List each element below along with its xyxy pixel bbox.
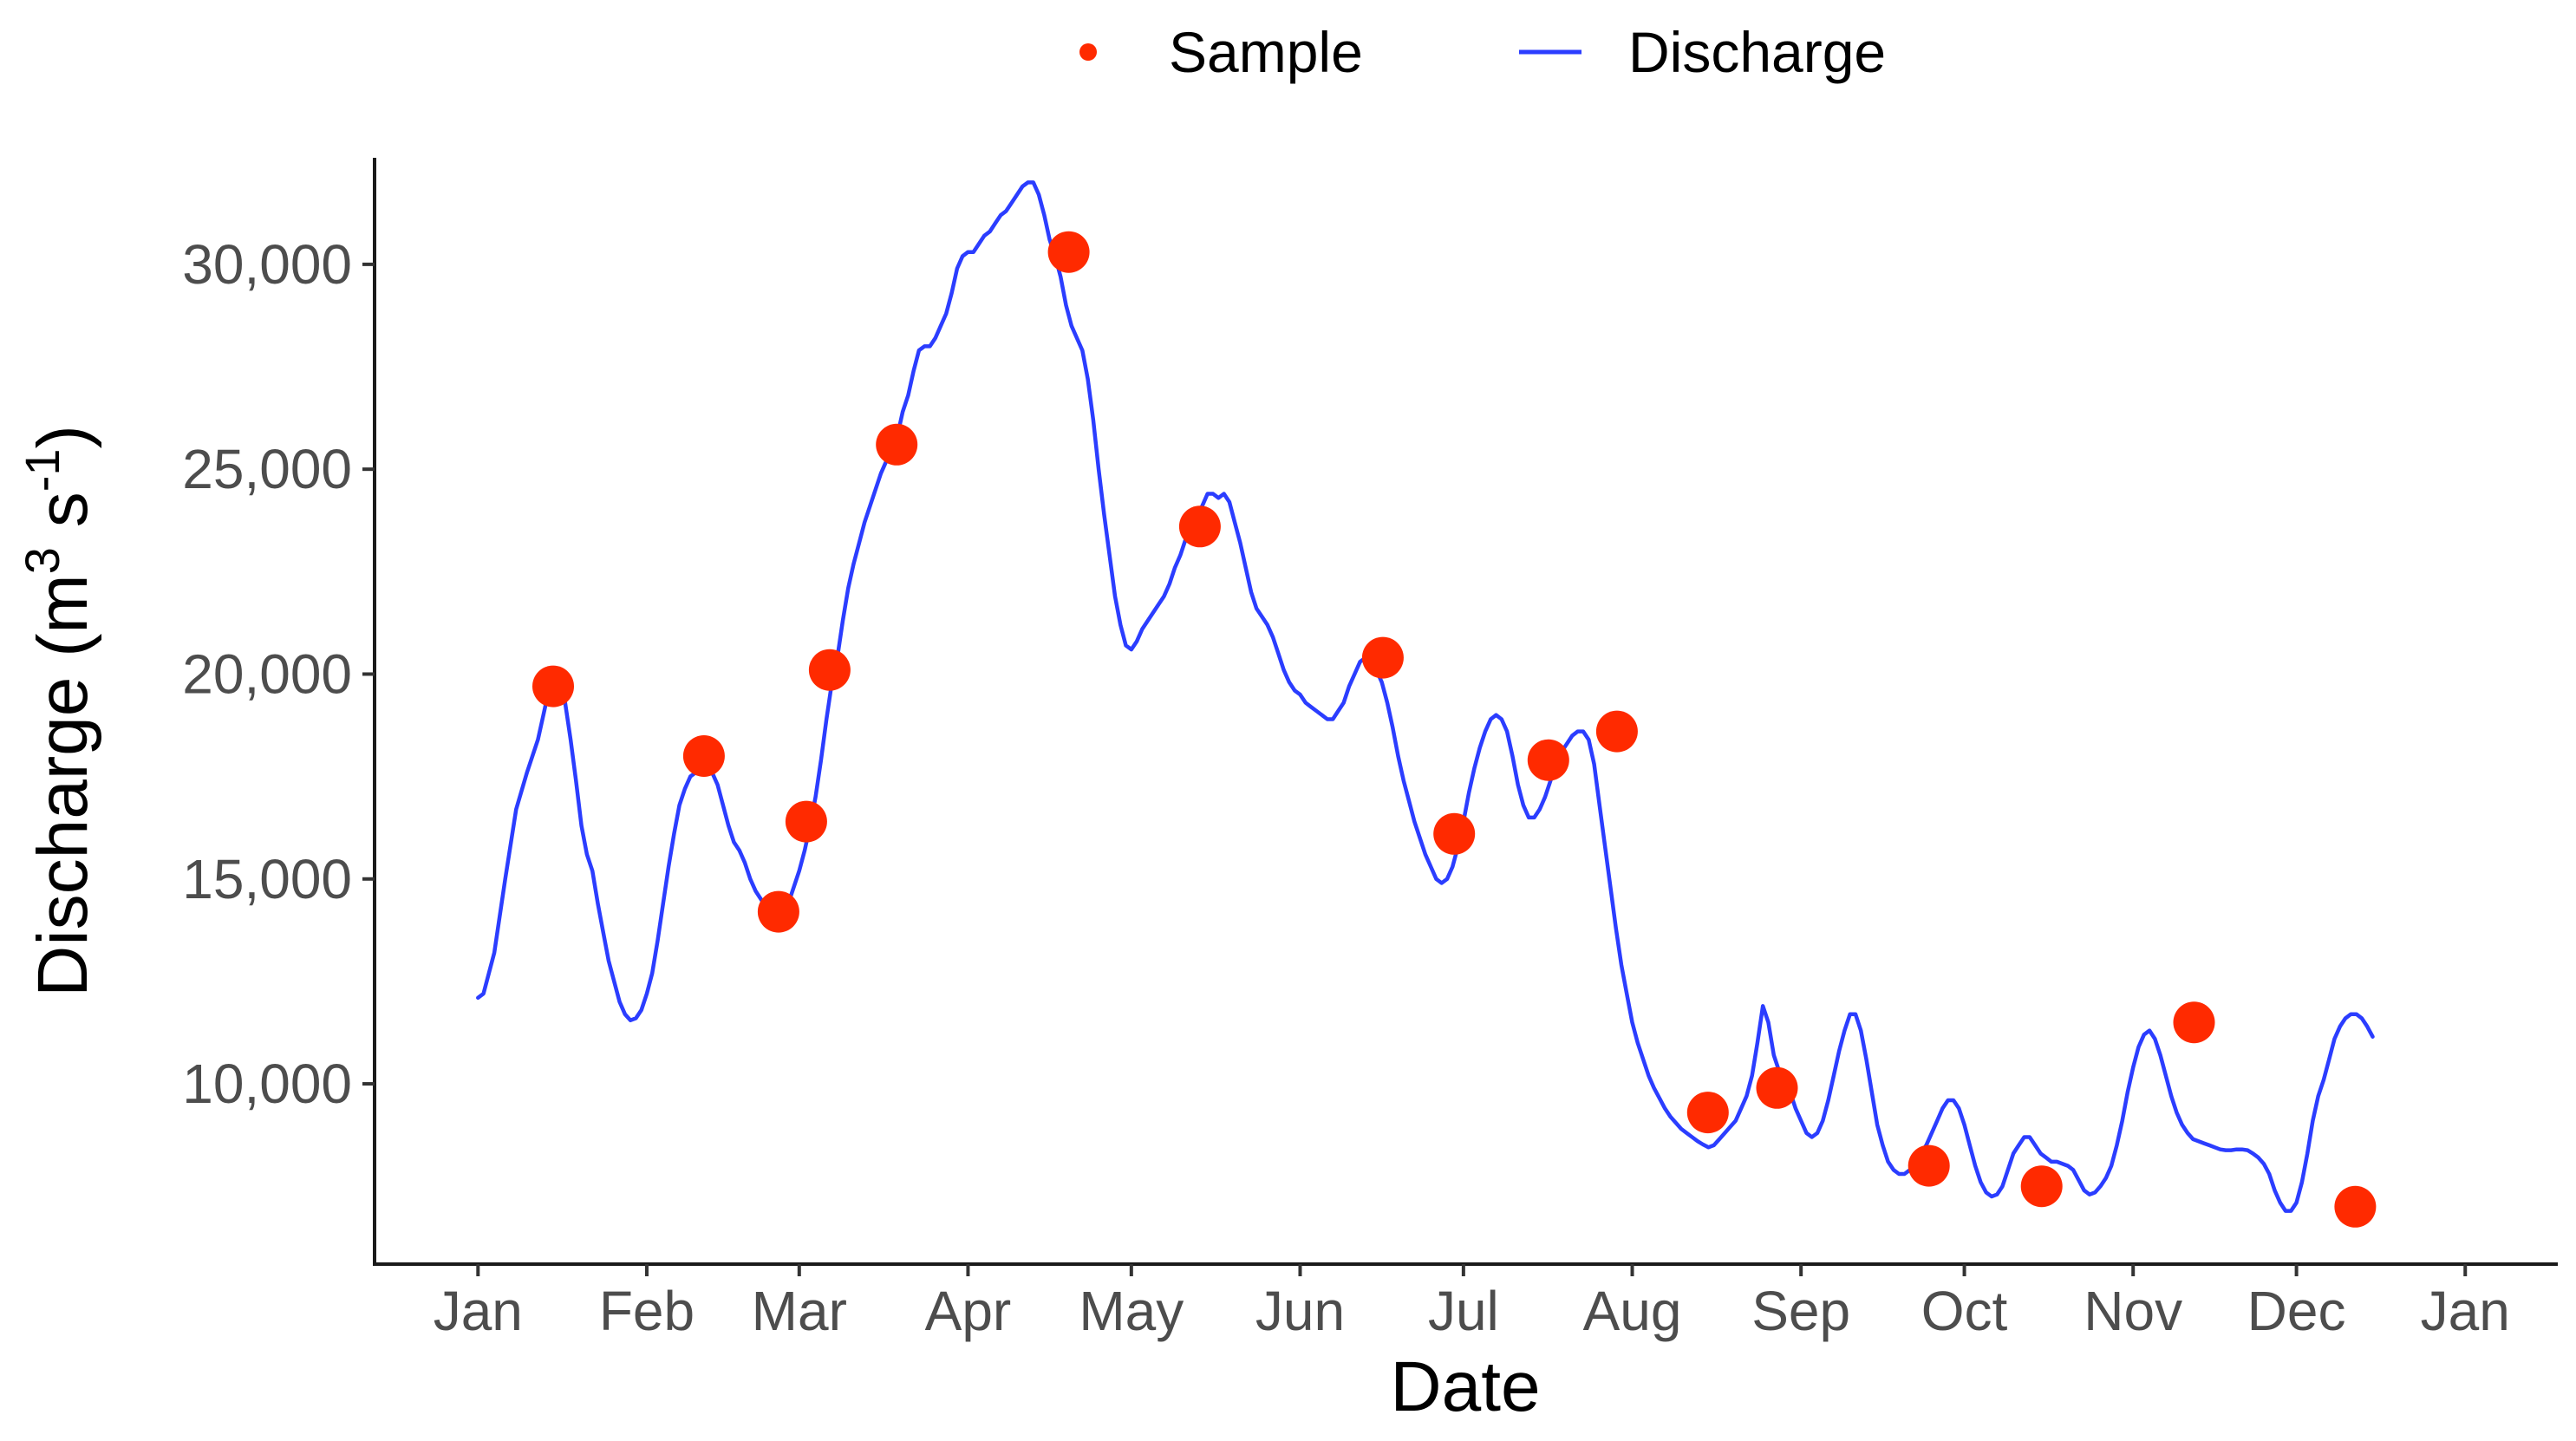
y-tick-label: 15,000	[182, 848, 352, 910]
sample-point	[682, 735, 725, 777]
x-axis: Jan Feb Mar Apr May Jun Jul Aug Sep Oct Nov Dec Jan	[373, 1262, 2558, 1342]
x-tick-label: Nov	[2084, 1280, 2182, 1342]
x-tick-label: Mar	[752, 1280, 847, 1342]
legend-sample-key	[1079, 43, 1097, 61]
discharge-line	[476, 180, 2375, 1213]
x-tick-label: Jan	[2421, 1280, 2510, 1342]
y-ticks: 10,000 15,000 20,000 25,000 30,000	[182, 233, 375, 1115]
y-tick-label: 30,000	[182, 233, 352, 296]
plot-area	[476, 180, 2377, 1228]
x-tick-label: Sep	[1751, 1280, 1850, 1342]
x-tick-label: Aug	[1583, 1280, 1682, 1342]
sample-point	[1686, 1092, 1729, 1134]
y-axis: 10,000 15,000 20,000 25,000 30,000	[182, 158, 376, 1264]
x-tick-label: Feb	[599, 1280, 695, 1342]
sample-point	[1527, 739, 1569, 781]
sample-point	[2173, 1001, 2215, 1044]
y-tick-label: 25,000	[182, 438, 352, 500]
y-tick-label: 20,000	[182, 642, 352, 705]
y-axis-title-sup1: 3	[15, 547, 69, 574]
sample-point	[1361, 636, 1404, 679]
x-axis-title: Date	[1390, 1347, 1540, 1426]
sample-point	[757, 890, 799, 933]
y-tick-label: 10,000	[182, 1053, 352, 1115]
sample-point	[876, 423, 918, 466]
legend-sample-label: Sample	[1169, 20, 1363, 84]
y-axis-title-end: )	[23, 425, 102, 448]
legend-discharge-label: Discharge	[1628, 20, 1886, 84]
x-tick-label: Dec	[2247, 1280, 2346, 1342]
sample-point	[1595, 710, 1638, 753]
sample-point	[785, 800, 827, 843]
sample-point	[1178, 505, 1221, 548]
x-tick-label: Jun	[1255, 1280, 1345, 1342]
sample-point	[2334, 1185, 2377, 1228]
sample-point	[532, 665, 574, 707]
sample-point	[1756, 1066, 1798, 1109]
y-axis-title-mid: s	[23, 492, 102, 547]
x-tick-label: Jul	[1428, 1280, 1499, 1342]
sample-point	[808, 649, 851, 691]
y-axis-title-sup2: -1	[15, 449, 69, 492]
x-tick-label: May	[1079, 1280, 1184, 1342]
legend: Sample Discharge	[1079, 20, 1886, 84]
sample-point	[2020, 1165, 2063, 1208]
y-axis-title: Discharge (m3 s-1)	[15, 425, 102, 997]
x-tick-label: Oct	[1921, 1280, 2008, 1342]
sample-point	[1433, 812, 1476, 855]
x-tick-label: Jan	[434, 1280, 523, 1342]
x-ticks: Jan Feb Mar Apr May Jun Jul Aug Sep Oct Nov Dec Jan	[434, 1264, 2510, 1342]
sample-point	[1047, 231, 1090, 273]
y-axis-title-main: Discharge (m	[23, 574, 102, 997]
sample-point	[1908, 1144, 1950, 1187]
x-tick-label: Apr	[925, 1280, 1012, 1342]
